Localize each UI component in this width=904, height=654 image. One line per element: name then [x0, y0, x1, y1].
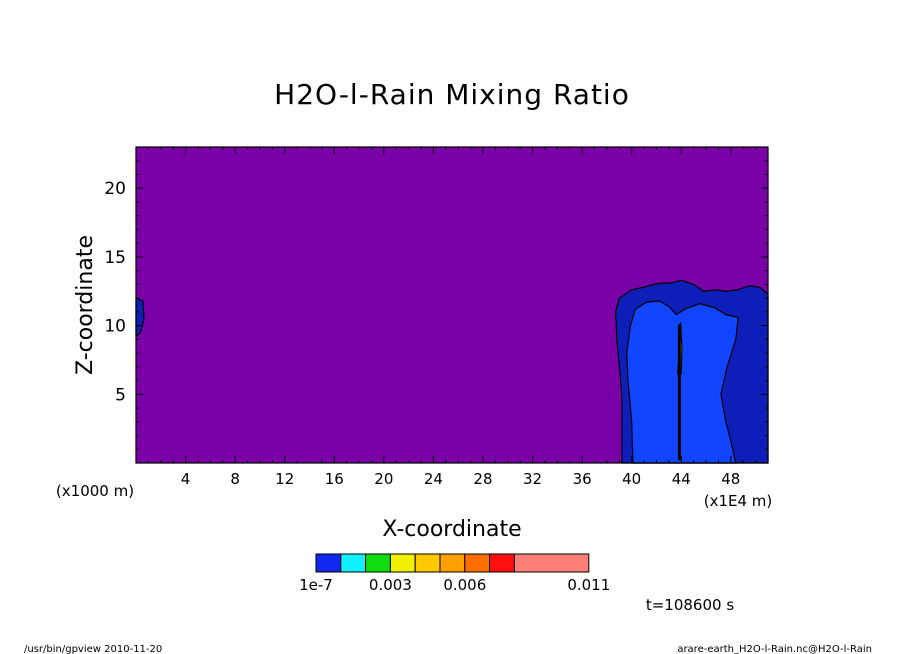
x-tick-label: 24	[424, 470, 443, 488]
time-label: t=108600 s	[646, 596, 734, 614]
y-axis-label: Z-coordinate	[73, 235, 98, 375]
colorbar	[315, 553, 590, 573]
x-tick-label: 36	[573, 470, 592, 488]
colorbar-label: 0.003	[369, 576, 412, 594]
colorbar-swatch	[365, 553, 391, 573]
colorbar-labels: 1e-7 0.003 0.006 0.011	[299, 576, 610, 594]
footer-right: arare-earth_H2O-l-Rain.nc@H2O-l-Rain	[677, 644, 872, 654]
x-axis-label: X-coordinate	[382, 517, 521, 542]
x-unit-label: (x1E4 m)	[704, 492, 773, 510]
x-tick-label: 4	[181, 470, 191, 488]
y-tick-label: 5	[115, 385, 126, 405]
x-tick-label: 16	[325, 470, 344, 488]
x-tick-label: 44	[672, 470, 691, 488]
colorbar-label: 0.011	[567, 576, 610, 594]
contour-level-inner	[626, 300, 739, 464]
colorbar-swatch	[340, 553, 367, 573]
x-tick-label: 48	[721, 470, 740, 488]
colorbar-swatch	[414, 553, 441, 573]
x-tick-label: 12	[275, 470, 294, 488]
colorbar-swatch	[439, 553, 466, 573]
y-tick-label: 15	[104, 248, 126, 268]
chart-title: H2O-l-Rain Mixing Ratio	[274, 78, 630, 111]
x-tick-label: 32	[523, 470, 542, 488]
plot-frame	[135, 146, 769, 464]
y-tick-label: 20	[104, 179, 126, 199]
colorbar-swatch	[513, 553, 590, 573]
rain-contours	[135, 279, 769, 464]
y-unit-label: (x1000 m)	[56, 482, 134, 500]
footer-left: /usr/bin/gpview 2010-11-20	[24, 644, 162, 654]
plot-area	[135, 146, 769, 464]
colorbar-swatch	[464, 553, 491, 573]
y-axis: 5 10 15 20	[104, 160, 768, 450]
x-axis: 4 8 12 16 20 24 28 32 36 40 44 48	[147, 147, 757, 488]
x-tick-label: 20	[374, 470, 393, 488]
colorbar-swatch	[489, 553, 515, 573]
colorbar-swatch	[389, 553, 416, 573]
x-tick-label: 8	[230, 470, 240, 488]
colorbar-label: 1e-7	[299, 576, 333, 594]
x-tick-label: 40	[622, 470, 641, 488]
colorbar-swatch	[315, 553, 342, 573]
x-tick-label: 28	[473, 470, 492, 488]
y-tick-label: 10	[104, 317, 126, 337]
colorbar-label: 0.006	[443, 576, 486, 594]
